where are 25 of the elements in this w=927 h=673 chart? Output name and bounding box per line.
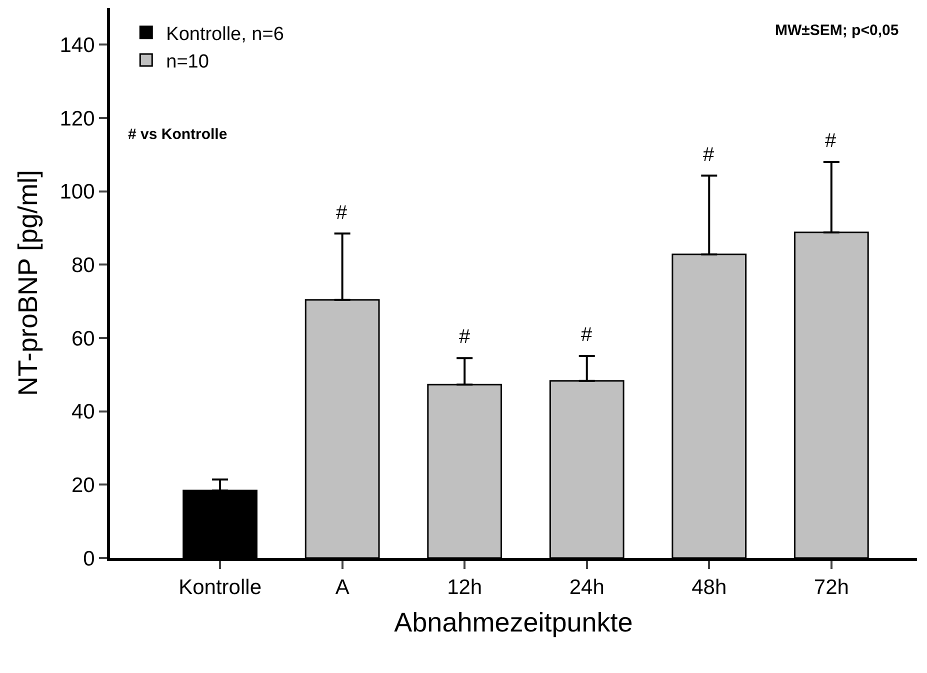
y-tick-label: 80 — [71, 254, 95, 278]
y-tick-label: 120 — [60, 107, 95, 130]
y-tick-label: 40 — [71, 400, 95, 424]
x-tick-label: 72h — [814, 576, 849, 600]
legend-label: Kontrolle, n=6 — [166, 24, 284, 45]
y-axis-title: NT-proBNP [pg/ml] — [12, 170, 43, 396]
x-tick-label: 12h — [447, 576, 482, 600]
annotation: # — [459, 326, 471, 348]
legend-label: n=10 — [166, 51, 209, 72]
y-tick-label: 60 — [71, 327, 95, 350]
y-tick-label: 0 — [83, 547, 95, 570]
y-tick-label: 140 — [60, 34, 95, 58]
x-tick-label: 24h — [569, 576, 604, 600]
x-axis-title: Abnahmezeitpunkte — [394, 608, 633, 638]
annotation: # — [825, 130, 837, 152]
y-tick-label: 100 — [60, 180, 95, 204]
y-tick-label: 20 — [71, 474, 95, 498]
x-tick-label: A — [335, 576, 350, 600]
x-tick-label: 48h — [692, 576, 727, 600]
annotation: # — [703, 144, 715, 166]
annotation: # — [581, 324, 593, 346]
annotation: # vs Kontrolle — [128, 126, 228, 143]
annotation: # — [336, 202, 348, 224]
x-tick-label: Kontrolle — [178, 576, 262, 600]
annotation: MW±SEM; p<0,05 — [775, 22, 899, 39]
